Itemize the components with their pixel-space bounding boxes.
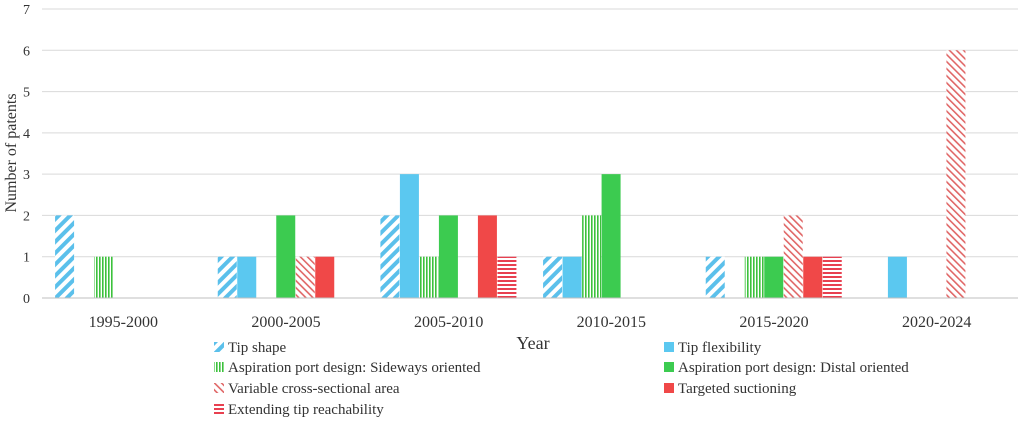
grid-lines [42, 8, 1018, 258]
bar [887, 256, 907, 298]
legend-label: Aspiration port design: Distal oriented [678, 360, 909, 376]
y-tick-label: 5 [23, 86, 30, 101]
bar [438, 215, 458, 298]
bar [295, 256, 315, 298]
y-tick-label: 3 [23, 168, 30, 183]
x-tick-label: 1995-2000 [89, 314, 158, 331]
y-tick-label: 0 [23, 292, 30, 307]
x-tick-label: 2010-2015 [577, 314, 646, 331]
bar [783, 215, 803, 298]
legend-swatch [214, 362, 224, 372]
bar [543, 256, 563, 298]
legend-label: Aspiration port design: Sideways oriente… [228, 360, 481, 376]
bar [380, 215, 400, 298]
legend-label: Tip flexibility [678, 340, 762, 356]
legend-label: Targeted suctioning [678, 381, 797, 397]
y-tick-label: 2 [23, 209, 30, 224]
bar [94, 256, 114, 298]
legend: Tip shape Tip flexibility Aspiration port … [214, 340, 909, 418]
legend-label: Extending tip reachability [228, 402, 384, 418]
bar [497, 256, 517, 298]
y-tick-label: 4 [23, 127, 30, 142]
x-axis-ticks: 1995-2000 2000-2005 2005-2010 2010-2015 2015… [89, 314, 972, 331]
bar [217, 256, 237, 298]
bar [237, 256, 257, 298]
bar [705, 256, 725, 298]
y-tick-label: 7 [23, 3, 30, 18]
legend-label: Variable cross-sectional area [228, 381, 400, 397]
bar [803, 256, 823, 298]
bar [55, 215, 75, 298]
bar [419, 256, 439, 298]
x-tick-label: 2005-2010 [414, 314, 483, 331]
bar [399, 174, 419, 298]
bar [276, 215, 296, 298]
x-tick-label: 2015-2020 [739, 314, 808, 331]
y-axis-label: Number of patents [3, 93, 20, 212]
legend-swatch [214, 383, 224, 393]
y-tick-label: 1 [23, 251, 30, 266]
legend-swatch [664, 383, 674, 393]
bars [55, 50, 966, 299]
y-tick-label: 6 [23, 44, 30, 59]
bar [477, 215, 497, 298]
bar [315, 256, 335, 298]
bar [764, 256, 784, 298]
bar [582, 215, 602, 298]
bar [744, 256, 764, 298]
legend-swatch [214, 404, 224, 414]
x-tick-label: 2020-2024 [902, 314, 971, 331]
bar [946, 50, 966, 299]
bar [822, 256, 842, 298]
y-axis-ticks: 0 1 2 3 4 5 6 7 [23, 3, 30, 307]
legend-label: Tip shape [228, 340, 287, 356]
legend-swatch [664, 362, 674, 372]
legend-swatch [214, 342, 224, 352]
bar [601, 174, 621, 298]
bar [562, 256, 582, 298]
x-tick-label: 2000-2005 [251, 314, 320, 331]
legend-swatch [664, 342, 674, 352]
x-axis-label: Year [516, 333, 549, 353]
